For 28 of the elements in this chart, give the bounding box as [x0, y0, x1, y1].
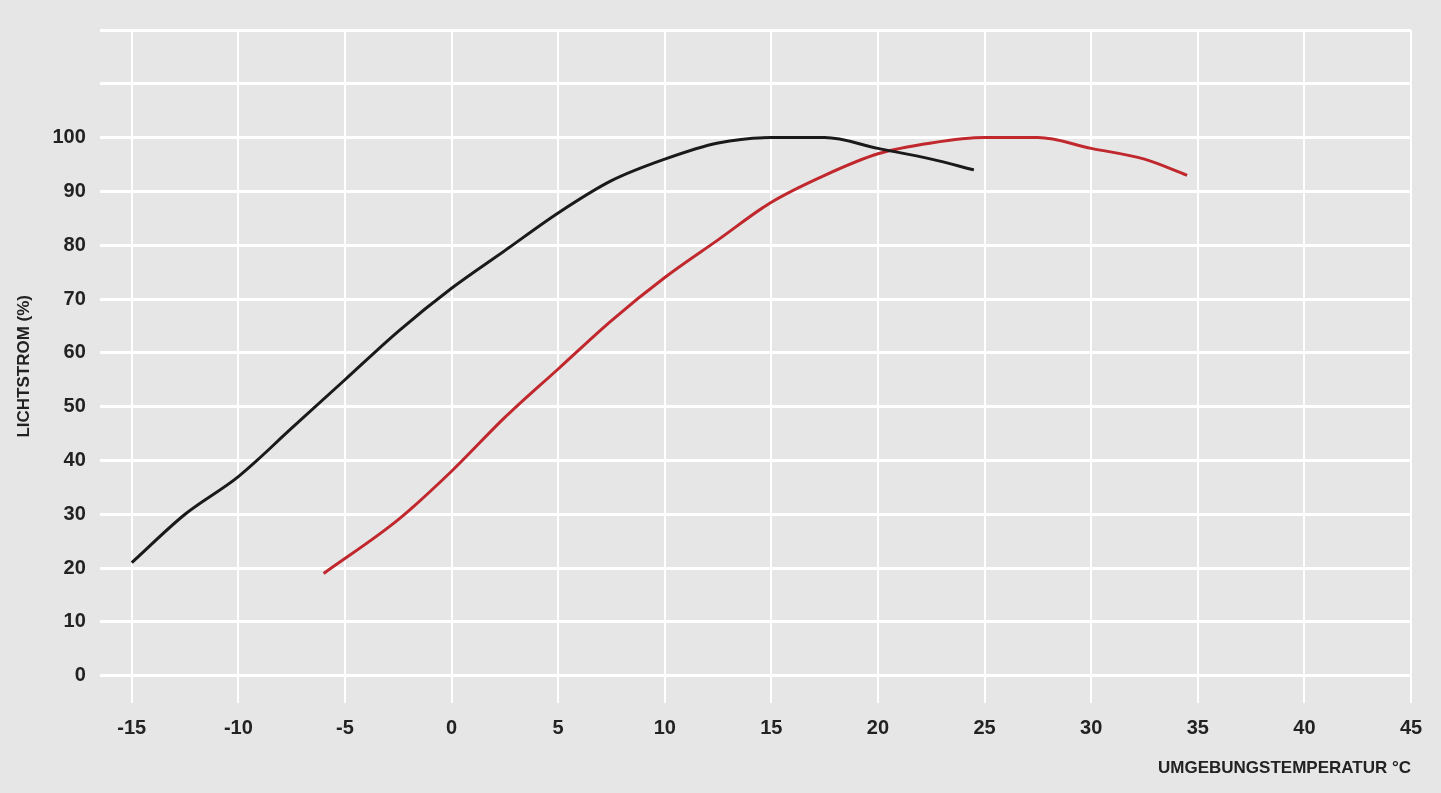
x-tick-label: 15 — [760, 716, 783, 739]
x-tick-label: 20 — [866, 716, 890, 739]
y-tick-label: 70 — [63, 286, 86, 309]
line-series — [130, 136, 976, 565]
x-tick-label: 30 — [1080, 716, 1103, 739]
x-tick-label: -5 — [336, 716, 354, 739]
x-axis-title: UMGEBUNGSTEMPERATUR °C — [1158, 758, 1411, 778]
y-tick-label: 80 — [63, 232, 86, 255]
y-tick-label: 30 — [63, 501, 86, 524]
y-tick-label: 10 — [63, 609, 86, 632]
y-tick-label: 40 — [63, 447, 86, 470]
x-tick-label: 40 — [1293, 716, 1316, 739]
x-tick-label: 0 — [446, 716, 458, 739]
x-tick-label: 35 — [1186, 716, 1209, 739]
x-tick-label: 45 — [1399, 716, 1423, 739]
line-series — [322, 136, 1189, 575]
x-tick-label: -10 — [223, 716, 253, 739]
y-tick-label: 0 — [74, 663, 86, 686]
y-tick-label: 90 — [63, 178, 86, 201]
x-tick-label: -15 — [117, 716, 147, 739]
x-tick-label: 5 — [552, 716, 564, 739]
y-tick-label: 100 — [52, 125, 86, 148]
y-axis-title: LICHTSTROM (%) — [13, 295, 33, 438]
y-tick-label: 20 — [63, 555, 86, 578]
x-tick-label: 25 — [973, 716, 996, 739]
y-tick-label: 50 — [63, 394, 86, 417]
x-tick-label: 10 — [653, 716, 676, 739]
y-tick-label: 60 — [63, 340, 86, 363]
